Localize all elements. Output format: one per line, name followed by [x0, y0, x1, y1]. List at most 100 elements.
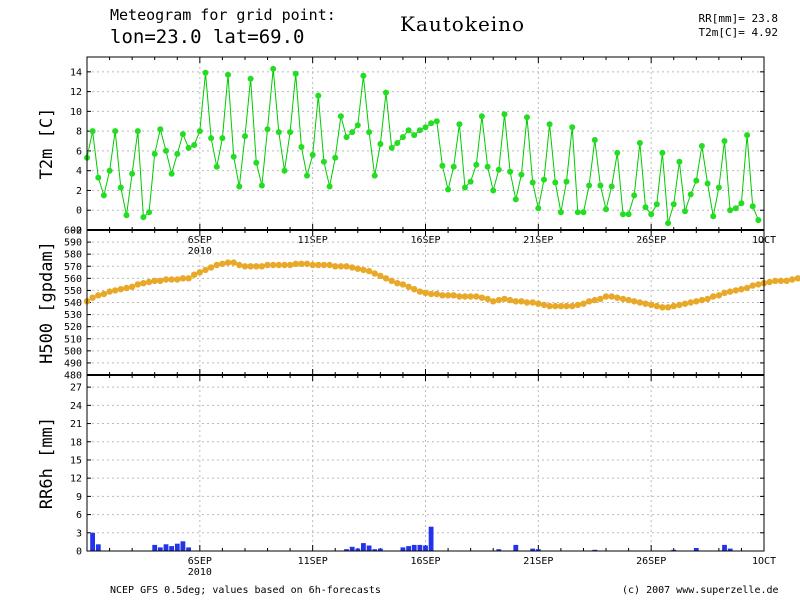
- t2m-data-point: [428, 120, 435, 127]
- t2m-data-point: [230, 153, 237, 160]
- h500-data-point: [365, 267, 373, 275]
- h500-data-point: [732, 287, 739, 294]
- h500-data-point: [523, 299, 531, 306]
- t2m-data-point: [326, 183, 333, 190]
- h500-data-point: [580, 300, 587, 307]
- h500-data-point: [676, 301, 683, 309]
- rr6h-bar: [355, 548, 361, 551]
- h500-data-point: [540, 301, 548, 309]
- t2m-data-point: [179, 131, 186, 138]
- h500-data-point: [168, 276, 175, 283]
- h500-data-point: [664, 304, 672, 311]
- h500-data-point: [416, 288, 424, 295]
- t2m-data-point: [213, 163, 220, 170]
- x-tick-label: 1OCT: [752, 556, 776, 567]
- t2m-data-point: [174, 150, 181, 157]
- h500-data-point: [354, 265, 361, 272]
- h500-data-point: [123, 284, 130, 292]
- rr6h-bar: [169, 546, 174, 551]
- t2m-data-point: [682, 208, 688, 215]
- t2m-data-point: [727, 207, 734, 214]
- y-tick-label: 3: [76, 528, 82, 539]
- rr6h-bar: [722, 544, 727, 551]
- t2m-data-point: [744, 132, 751, 139]
- y-axis-label: H500 [gpdam]: [37, 241, 57, 364]
- h500-data-point: [777, 277, 785, 284]
- t2m-data-point: [698, 143, 705, 149]
- t2m-data-point: [270, 65, 277, 72]
- y-tick-label: 590: [64, 238, 82, 249]
- h500-data-point: [399, 281, 407, 288]
- y-axis-label: RR6h [mm]: [37, 417, 57, 509]
- rr6h-bar: [411, 544, 417, 551]
- h500-data-point: [100, 290, 108, 298]
- t2m-data-point: [405, 127, 412, 134]
- h500-data-point: [151, 277, 158, 284]
- h500-data-point: [247, 263, 254, 270]
- h500-data-point: [512, 298, 519, 305]
- t2m-data-point: [653, 201, 660, 208]
- rr6h-bar: [513, 544, 519, 551]
- t2m-data-point: [411, 132, 418, 139]
- h500-data-point: [738, 286, 745, 293]
- t2m-data-point: [456, 121, 463, 128]
- h500-data-point: [642, 300, 649, 307]
- y-tick-label: 27: [70, 383, 82, 394]
- y-tick-label: 24: [70, 401, 82, 412]
- h500-data-point: [704, 295, 711, 303]
- h500-data-point: [286, 261, 294, 269]
- t2m-data-point: [287, 129, 294, 136]
- rr6h-bar: [157, 547, 163, 551]
- y-tick-label: 8: [76, 127, 82, 138]
- t2m-data-point: [642, 204, 649, 211]
- h500-data-point: [264, 261, 271, 269]
- h500-data-point: [332, 263, 339, 270]
- rr6h-bar: [423, 545, 428, 551]
- h500-data-point: [631, 298, 638, 305]
- h500-data-point: [478, 294, 486, 301]
- t2m-data-point: [557, 209, 564, 216]
- h500-data-point: [275, 261, 282, 269]
- h500-data-point: [382, 275, 390, 282]
- y-tick-label: 18: [70, 437, 82, 448]
- rr6h-bar: [344, 549, 349, 551]
- h500-data-point: [411, 286, 418, 293]
- rr6h-bar: [496, 549, 502, 551]
- grid-point-coordinates: lon=23.0 lat=69.0: [110, 26, 305, 48]
- h500-data-point: [755, 281, 762, 288]
- t2m-data-point: [106, 167, 113, 174]
- t2m-data-point: [591, 137, 598, 143]
- y-tick-label: 570: [64, 262, 82, 273]
- t2m-data-point: [507, 168, 514, 175]
- t2m-data-point: [95, 174, 102, 181]
- rr6h-bar: [372, 549, 378, 551]
- t2m-data-point: [749, 203, 756, 210]
- x-tick-label: 21SEP: [523, 556, 553, 567]
- h500-data-point: [207, 264, 215, 271]
- t2m-data-point: [354, 122, 361, 129]
- h500-data-point: [337, 263, 345, 270]
- h500-data-point: [405, 283, 412, 290]
- h500-data-point: [585, 298, 593, 305]
- data-source-note: NCEP GFS 0.5deg; values based on 6h-fore…: [110, 585, 381, 596]
- t2m-data-point: [315, 92, 322, 99]
- h500-data-point: [439, 292, 446, 299]
- t2m-data-point: [490, 187, 497, 194]
- rr6h-bar: [163, 544, 169, 551]
- h500-data-point: [179, 275, 187, 282]
- h500-data-point: [270, 261, 277, 269]
- x-tick-label: 26SEP: [636, 556, 666, 567]
- t2m-data-point: [665, 220, 672, 227]
- t2m-data-point: [524, 114, 530, 121]
- h500-data-point: [162, 276, 170, 283]
- h500-data-point: [298, 260, 305, 267]
- t2m-data-point: [292, 70, 299, 77]
- t2m-data-point: [258, 182, 265, 189]
- t2m-data-point: [185, 144, 192, 151]
- y-tick-label: 510: [64, 334, 82, 345]
- t2m-data-point: [140, 214, 147, 221]
- h500-data-point: [422, 289, 429, 296]
- h500-data-point: [343, 263, 350, 270]
- t2m-data-point: [631, 192, 638, 199]
- t2m-data-point: [541, 176, 547, 183]
